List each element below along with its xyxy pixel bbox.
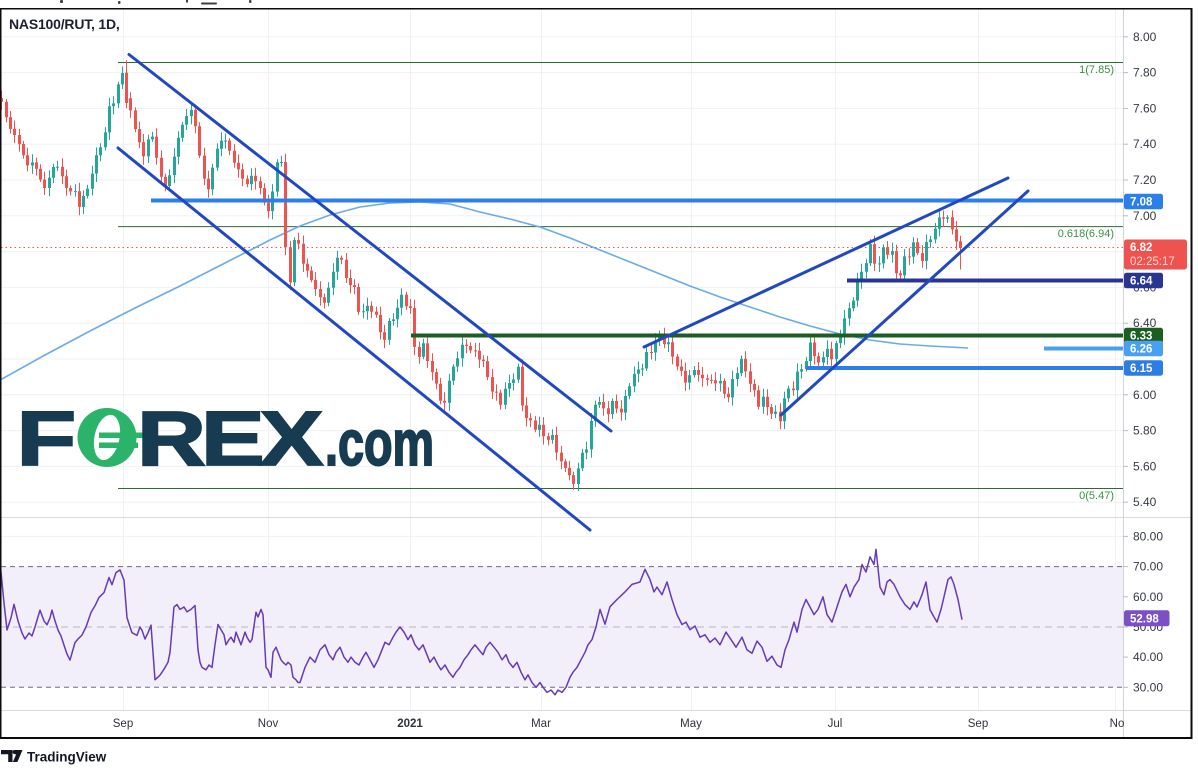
svg-text:7.20: 7.20 bbox=[1133, 173, 1157, 187]
svg-text:Jul: Jul bbox=[828, 718, 843, 730]
svg-text:7.08: 7.08 bbox=[1130, 197, 1153, 209]
svg-text:6.40: 6.40 bbox=[1133, 316, 1157, 330]
svg-text:1(7.85): 1(7.85) bbox=[1079, 64, 1114, 76]
svg-text:02:25:17: 02:25:17 bbox=[1130, 256, 1175, 268]
svg-text:No: No bbox=[1110, 718, 1125, 730]
svg-text:TradingView: TradingView bbox=[27, 750, 107, 765]
svg-text:5.80: 5.80 bbox=[1133, 424, 1157, 438]
svg-text:6.15: 6.15 bbox=[1130, 363, 1153, 375]
svg-text:6.00: 6.00 bbox=[1133, 388, 1157, 402]
svg-text:6.64: 6.64 bbox=[1130, 276, 1153, 288]
svg-text:6.26: 6.26 bbox=[1130, 344, 1152, 356]
svg-text:8.00: 8.00 bbox=[1133, 30, 1157, 44]
svg-text:0.618(6.94): 0.618(6.94) bbox=[1058, 228, 1114, 240]
svg-text:40.00: 40.00 bbox=[1133, 650, 1163, 664]
svg-text:.com: .com bbox=[325, 407, 434, 479]
svg-text:Sep: Sep bbox=[113, 718, 133, 730]
svg-text:0(5.47): 0(5.47) bbox=[1079, 490, 1114, 502]
svg-text:Mar: Mar bbox=[531, 718, 551, 730]
svg-text:6.82: 6.82 bbox=[1130, 242, 1152, 254]
svg-text:60.00: 60.00 bbox=[1133, 590, 1163, 604]
svg-text:7.40: 7.40 bbox=[1133, 137, 1157, 151]
svg-text:2021: 2021 bbox=[397, 718, 423, 730]
svg-text:7.60: 7.60 bbox=[1133, 101, 1157, 115]
svg-text:80.00: 80.00 bbox=[1133, 529, 1163, 543]
svg-text:May: May bbox=[680, 718, 702, 730]
svg-text:Nov: Nov bbox=[258, 718, 279, 730]
svg-text:7.00: 7.00 bbox=[1133, 209, 1157, 223]
svg-text:70.00: 70.00 bbox=[1133, 560, 1163, 574]
svg-text:6.33: 6.33 bbox=[1130, 331, 1152, 343]
svg-text:Sep: Sep bbox=[968, 718, 988, 730]
svg-text:30.00: 30.00 bbox=[1133, 680, 1163, 694]
svg-text:5.60: 5.60 bbox=[1133, 459, 1157, 473]
svg-text:F: F bbox=[17, 395, 77, 482]
svg-text:REX: REX bbox=[137, 396, 324, 482]
svg-text:7.80: 7.80 bbox=[1133, 66, 1157, 80]
svg-text:NAS100/RUT, 1D,: NAS100/RUT, 1D, bbox=[9, 16, 120, 32]
svg-text:52.98: 52.98 bbox=[1130, 613, 1159, 625]
svg-text:5.40: 5.40 bbox=[1133, 495, 1157, 509]
